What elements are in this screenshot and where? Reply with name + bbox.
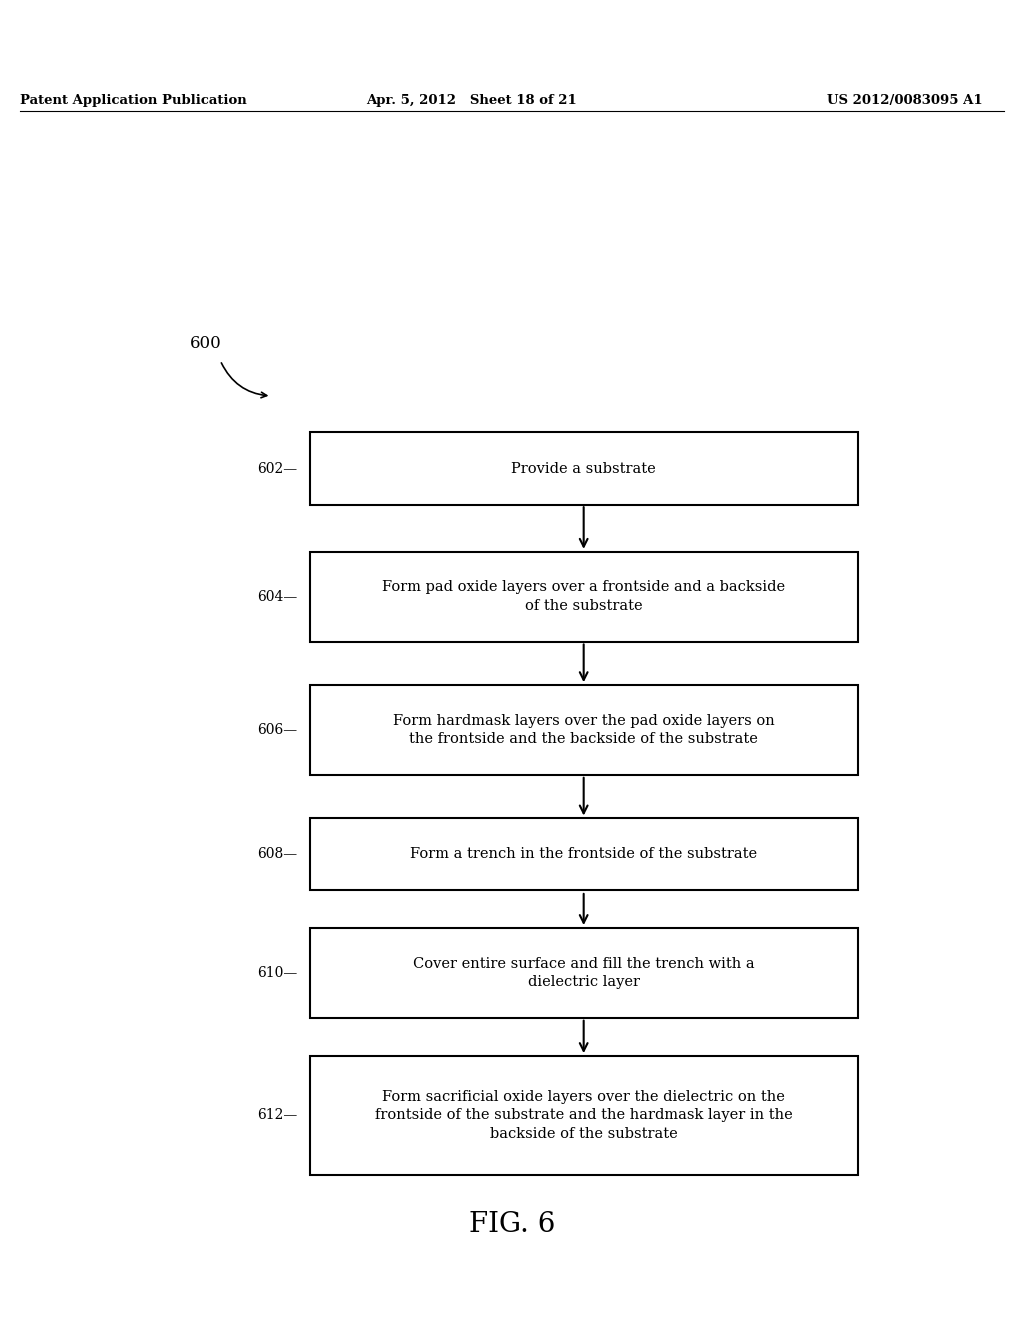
Text: Form pad oxide layers over a frontside and a backside
of the substrate: Form pad oxide layers over a frontside a… — [382, 581, 785, 612]
Text: Provide a substrate: Provide a substrate — [511, 462, 656, 475]
Text: Form sacrificial oxide layers over the dielectric on the
frontside of the substr: Form sacrificial oxide layers over the d… — [375, 1090, 793, 1140]
Text: 600: 600 — [189, 335, 221, 351]
Text: 606—: 606— — [257, 723, 297, 737]
FancyBboxPatch shape — [309, 928, 857, 1018]
FancyBboxPatch shape — [309, 818, 857, 891]
FancyArrowPatch shape — [221, 363, 266, 397]
FancyBboxPatch shape — [309, 685, 857, 775]
Text: Form a trench in the frontside of the substrate: Form a trench in the frontside of the su… — [411, 847, 757, 861]
Text: Apr. 5, 2012   Sheet 18 of 21: Apr. 5, 2012 Sheet 18 of 21 — [366, 94, 577, 107]
FancyBboxPatch shape — [309, 552, 857, 642]
Text: 604—: 604— — [257, 590, 297, 603]
Text: Cover entire surface and fill the trench with a
dielectric layer: Cover entire surface and fill the trench… — [413, 957, 755, 989]
Text: 610—: 610— — [257, 966, 297, 979]
Text: 612—: 612— — [257, 1109, 297, 1122]
Text: 608—: 608— — [257, 847, 297, 861]
Text: FIG. 6: FIG. 6 — [469, 1212, 555, 1238]
Text: Patent Application Publication: Patent Application Publication — [20, 94, 247, 107]
Text: 602—: 602— — [257, 462, 297, 475]
Text: US 2012/0083095 A1: US 2012/0083095 A1 — [827, 94, 983, 107]
FancyBboxPatch shape — [309, 432, 857, 504]
FancyBboxPatch shape — [309, 1056, 857, 1175]
Text: Form hardmask layers over the pad oxide layers on
the frontside and the backside: Form hardmask layers over the pad oxide … — [393, 714, 774, 746]
